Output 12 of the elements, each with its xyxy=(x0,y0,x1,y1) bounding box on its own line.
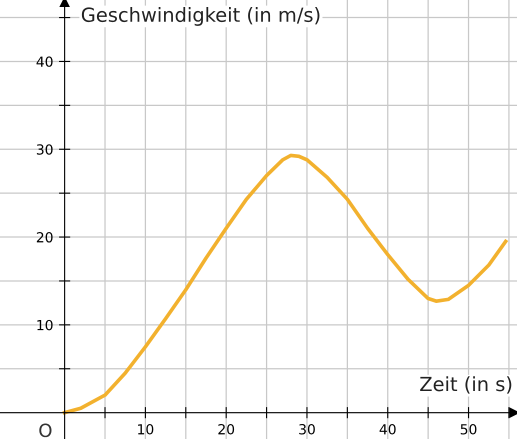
x-tick-label: 50 xyxy=(460,424,476,435)
y-axis-title: Geschwindigkeit (in m/s) xyxy=(82,7,320,26)
y-tick-label: 30 xyxy=(36,144,53,155)
y-tick-label: 20 xyxy=(36,232,53,243)
x-tick-label: 20 xyxy=(218,424,234,435)
x-tick-label: 10 xyxy=(138,424,154,435)
x-tick-label: 40 xyxy=(380,424,396,435)
annotation: O xyxy=(39,424,52,438)
x-tick-label: 30 xyxy=(299,424,315,435)
x-axis-title: Zeit (in s) xyxy=(420,376,512,394)
y-tick-label: 40 xyxy=(36,56,53,67)
y-tick-label: 10 xyxy=(37,320,53,330)
